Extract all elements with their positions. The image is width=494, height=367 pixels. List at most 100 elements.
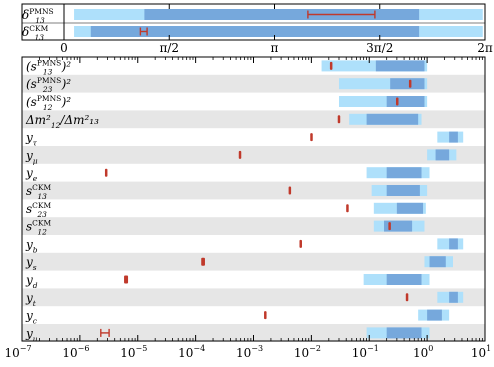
- inner-range-bar: [375, 60, 425, 72]
- phase-frame: [21, 3, 486, 41]
- label-sup: PMNS: [37, 94, 61, 103]
- x-tick-label: 3π/2: [366, 41, 393, 55]
- label-sub: u: [33, 334, 38, 343]
- x-tick-label: 10−5: [120, 344, 147, 360]
- inner-range-bar: [144, 9, 420, 20]
- row-label: sCKM 23: [26, 201, 52, 219]
- tick-base: 10: [178, 346, 193, 360]
- tick-base: 10: [294, 346, 309, 360]
- label-main: s: [26, 220, 32, 234]
- row-label: (sPMNS 23)²: [26, 76, 71, 94]
- row-label: yd: [25, 273, 38, 290]
- log-row: (sPMNS 12)²: [26, 94, 428, 112]
- x-tick-label: 10−4: [178, 344, 205, 360]
- tick-base: 10: [4, 346, 19, 360]
- label-main: y: [25, 273, 33, 287]
- log-row: yτ: [25, 131, 464, 148]
- label-main: y: [25, 237, 33, 251]
- tick-exponent: −5: [135, 344, 147, 353]
- label-sub: 13: [43, 67, 53, 76]
- label-sub: d: [33, 281, 38, 290]
- row-label: yb: [25, 237, 38, 254]
- fit-value-mark: [104, 168, 108, 177]
- tick-exponent: −4: [193, 344, 205, 353]
- tick-base: 10: [120, 346, 135, 360]
- x-tick-label: 10−6: [62, 344, 89, 360]
- label-main: y: [25, 326, 33, 340]
- inner-range-bar: [386, 327, 422, 339]
- label-main: y: [25, 131, 33, 145]
- log-row: yμ: [25, 148, 457, 165]
- log-row: sCKM 23: [26, 201, 426, 219]
- row-label: sCKM 12: [26, 219, 52, 237]
- tick-base: 10: [413, 346, 428, 360]
- label-sub: b: [33, 245, 38, 254]
- inner-range-bar: [386, 185, 420, 196]
- fit-value-mark: [388, 222, 391, 231]
- fit-value-mark: [201, 257, 205, 266]
- inner-range-bar: [384, 220, 413, 232]
- log-row: yt: [25, 291, 464, 308]
- row-label: (sPMNS 13 )²: [26, 58, 71, 76]
- phase-row: δPMNS 13: [22, 7, 483, 25]
- row-label: yt: [25, 291, 37, 308]
- label-sup: PMNS: [29, 7, 53, 16]
- outer-range-bar: [338, 96, 428, 107]
- row-label: sCKM 13: [26, 183, 52, 201]
- fit-value-mark: [337, 115, 341, 124]
- x-tick-label: 0: [60, 41, 68, 55]
- phase-row: δCKM 13: [22, 24, 483, 42]
- log-row: (sPMNS 13 )²: [26, 58, 428, 76]
- tick-exponent: 0: [428, 344, 433, 353]
- x-tick-label: 10−3: [236, 344, 263, 360]
- row-label: Δm²12/Δm²₁₃: [25, 113, 99, 130]
- log-row: sCKM 12: [26, 219, 425, 237]
- fit-value-mark: [346, 204, 349, 213]
- fit-value-mark: [310, 133, 313, 142]
- label-main: (s: [26, 95, 37, 109]
- fit-value-mark: [264, 311, 267, 320]
- fit-value-mark: [405, 293, 409, 302]
- row-label: δCKM 13: [22, 24, 49, 42]
- fit-value-mark: [124, 275, 129, 284]
- label-main: (s: [26, 59, 37, 73]
- row-band: [22, 181, 485, 200]
- log-row: yc: [25, 309, 450, 326]
- label-sub: τ: [33, 139, 38, 148]
- label-sub: t: [33, 299, 37, 308]
- label-tail: )²: [61, 77, 72, 91]
- log-row: yd: [25, 273, 430, 290]
- label-sub: 12: [43, 103, 53, 112]
- inner-range-bar: [366, 113, 419, 125]
- log-row: (sPMNS 23)²: [26, 76, 428, 94]
- tick-base: 10: [471, 346, 486, 360]
- outer-range-bar: [338, 78, 428, 90]
- row-band: [22, 252, 485, 271]
- label-main: s: [26, 184, 32, 198]
- inner-range-bar: [435, 149, 450, 161]
- label-main: y: [25, 255, 33, 269]
- label-tail: )²: [61, 59, 72, 73]
- label-main: y: [25, 309, 33, 323]
- inner-range-bar: [386, 167, 422, 179]
- label-sub: 13: [34, 33, 44, 42]
- inner-range-bar: [449, 238, 458, 250]
- row-label: yτ: [25, 131, 38, 148]
- label-main: (s: [26, 77, 37, 91]
- x-tick-label: 10−1: [352, 344, 379, 360]
- x-tick-label: 101: [471, 344, 491, 360]
- inner-range-bar: [396, 202, 424, 214]
- label-sub: c: [33, 317, 38, 326]
- fit-value-mark: [395, 97, 399, 106]
- inner-range-bar: [449, 291, 458, 303]
- x-tick-label: 2π: [477, 41, 493, 55]
- log-row: ys: [25, 255, 454, 272]
- label-tail: /Δm²₁₃: [59, 113, 99, 127]
- label-main: y: [25, 148, 33, 162]
- label-sup: PMNS: [37, 58, 61, 67]
- inner-range-bar: [386, 96, 425, 107]
- label-sub: e: [33, 174, 38, 183]
- log-row: sCKM 13: [26, 183, 428, 201]
